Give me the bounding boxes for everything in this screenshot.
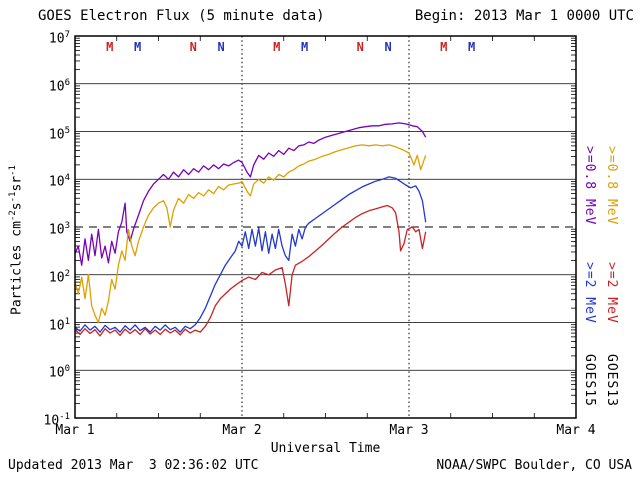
x-tick-label: Mar 4 xyxy=(556,423,596,438)
x-tick-label: Mar 3 xyxy=(389,423,429,438)
series-line xyxy=(74,176,427,333)
y-tick-label: 100 xyxy=(48,364,70,381)
series-line xyxy=(74,144,427,324)
legend-goes13-ge0p8mev-label: >=0.8 MeV xyxy=(604,146,619,226)
satellite-local-time-marker: M xyxy=(468,40,476,54)
x-tick-label: Mar 2 xyxy=(222,423,262,438)
x-tick-label: Mar 1 xyxy=(55,423,95,438)
y-tick-label: 106 xyxy=(48,77,70,95)
satellite-local-time-marker: N xyxy=(189,40,197,54)
x-axis-title: Universal Time xyxy=(270,441,381,456)
plot-border xyxy=(74,35,577,419)
y-tick-label: 101 xyxy=(48,316,70,333)
y-tick-label: 105 xyxy=(48,125,70,142)
legend-goes15-ge2mev-label: >=2 MeV xyxy=(582,262,597,324)
legend-goes13-ge2mev-label: >=2 MeV xyxy=(604,262,619,324)
satellite-local-time-marker: N xyxy=(384,40,392,54)
satellite-local-time-marker: M xyxy=(134,40,142,54)
y-tick-label: 102 xyxy=(48,268,70,286)
updated-timestamp: Updated 2013 Mar 3 02:36:02 UTC xyxy=(8,458,259,473)
y-tick-label: 104 xyxy=(48,173,70,190)
satellite-local-time-marker: M xyxy=(106,40,114,54)
y-tick-label: 10-1 xyxy=(43,412,71,429)
legend-goes13-satellite-label: GOES13 xyxy=(604,354,619,407)
satellite-local-time-marker: N xyxy=(356,40,364,54)
satellite-local-time-marker: M xyxy=(301,40,309,54)
y-tick-label: 103 xyxy=(48,221,70,238)
begin-timestamp: Begin: 2013 Mar 1 0000 UTC xyxy=(414,8,634,24)
satellite-local-time-marker: N xyxy=(217,40,225,54)
y-tick-label: 107 xyxy=(48,30,70,47)
legend-goes15-ge0p8mev-label: >=0.8 MeV xyxy=(582,146,597,226)
chart-title: GOES Electron Flux (5 minute data) xyxy=(38,8,325,24)
y-axis-title: Particles cm-2s-1sr-1 xyxy=(8,165,25,315)
satellite-local-time-marker: M xyxy=(273,40,281,54)
credit-text: NOAA/SWPC Boulder, CO USA xyxy=(436,458,632,473)
satellite-local-time-marker: M xyxy=(440,40,448,54)
legend-goes15-satellite-label: GOES15 xyxy=(582,354,597,407)
series-line xyxy=(74,122,427,266)
series-line xyxy=(74,204,427,337)
